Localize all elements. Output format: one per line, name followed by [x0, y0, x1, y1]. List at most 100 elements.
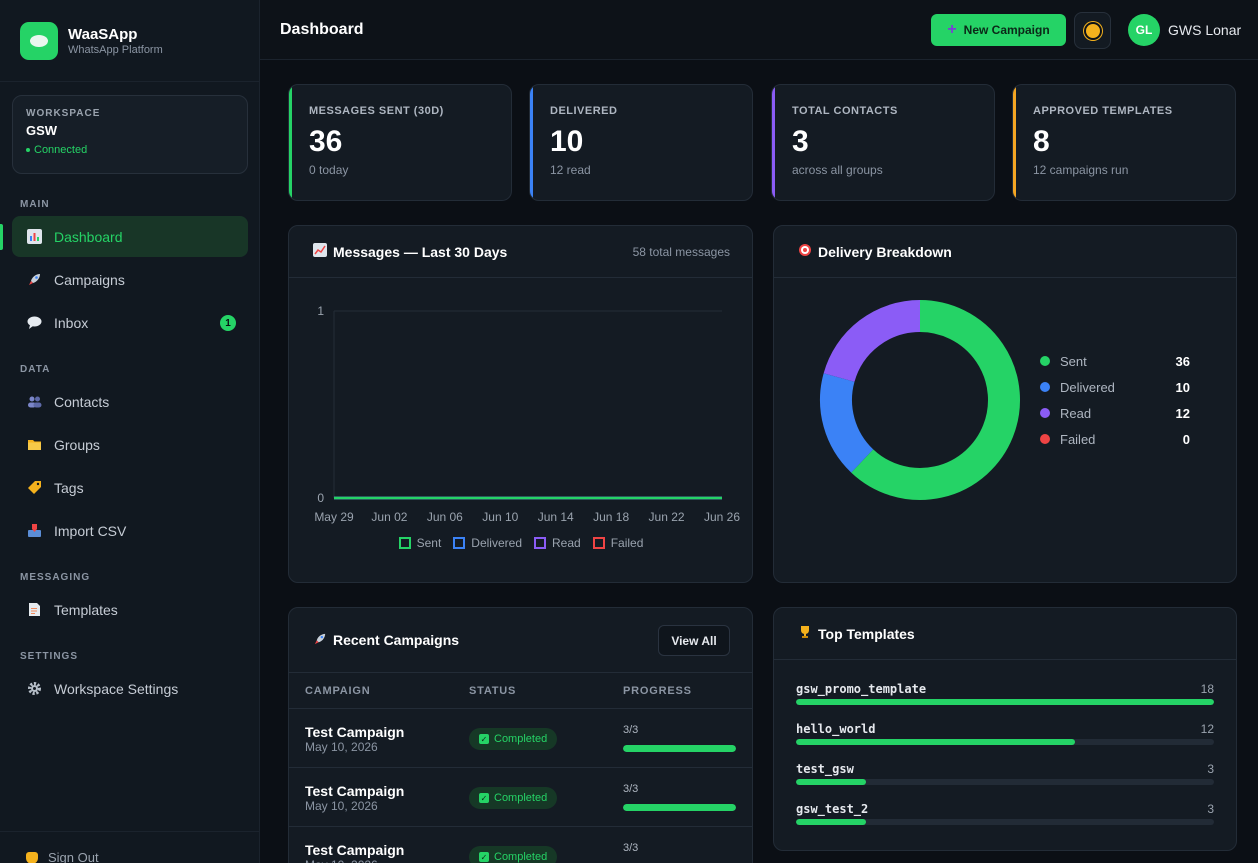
template-count: 18: [1200, 682, 1214, 696]
workspace-card[interactable]: WORKSPACE GSW Connected: [12, 95, 248, 174]
top-templates-panel: Top Templates gsw_promo_template 18 hello_…: [773, 607, 1237, 851]
workspace-name: GSW: [26, 123, 58, 138]
workspace-status-text: Connected: [34, 144, 88, 156]
campaign-date: May 10, 2026: [305, 799, 378, 813]
active-indicator: [0, 224, 3, 250]
stat-sub: 0 today: [309, 163, 349, 177]
legend-value: 0: [1182, 431, 1190, 447]
sidebar-item-groups[interactable]: Groups: [12, 424, 248, 465]
legend-item-read[interactable]: Read: [534, 536, 581, 550]
legend-value: 10: [1175, 379, 1190, 395]
donut-slice-sent[interactable]: [851, 300, 1020, 500]
legend-label: Delivered: [1060, 379, 1115, 395]
sidebar-item-import-csv[interactable]: Import CSV: [12, 510, 248, 551]
chart-legend: Sent Delivered Read Failed: [289, 536, 752, 550]
new-campaign-label: New Campaign: [963, 23, 1050, 37]
status-label: Completed: [494, 792, 548, 804]
messages-line-chart: 1 0 May 29 Jun 02 Jun 06 Jun 10 Jun 14 Jun 18 Ju…: [314, 304, 740, 524]
messages-chart-panel: Messages — Last 30 Days 58 total message…: [288, 225, 753, 583]
template-name: gsw_promo_template: [796, 682, 927, 696]
legend-dot: [1040, 382, 1050, 392]
legend-swatch: [534, 537, 546, 549]
usage-bar: [796, 819, 1214, 825]
y-tick-label: 0: [317, 491, 324, 505]
column-header[interactable]: CAMPAIGN: [305, 685, 371, 697]
legend-item-delivered: Delivered 10: [1040, 374, 1190, 400]
view-all-button[interactable]: View All: [658, 625, 730, 656]
sidebar-item-tags[interactable]: Tags: [12, 467, 248, 508]
status-badge: ✓ Completed: [469, 787, 558, 809]
nav-section-messaging: MESSAGING: [20, 572, 91, 583]
legend-item-read: Read 12: [1040, 400, 1190, 426]
list-item[interactable]: hello_world 12: [796, 722, 1214, 762]
brand[interactable]: WaaSApp WhatsApp Platform: [0, 0, 259, 82]
legend-item-delivered[interactable]: Delivered: [453, 536, 522, 550]
campaigns-table-header: CAMPAIGN STATUS PROGRESS: [289, 672, 752, 709]
sidebar-item-templates[interactable]: Templates: [12, 589, 248, 630]
sidebar-item-campaigns[interactable]: Campaigns: [12, 259, 248, 300]
brand-subtitle: WhatsApp Platform: [68, 43, 163, 56]
panel-header: Recent Campaigns View All: [289, 608, 752, 672]
sun-icon: [1085, 23, 1100, 38]
x-tick-label: Jun 14: [538, 510, 574, 524]
list-item[interactable]: gsw_test_2 3: [796, 802, 1214, 842]
legend-value: 12: [1175, 405, 1190, 421]
sidebar-item-contacts[interactable]: Contacts: [12, 381, 248, 422]
gear-icon: [26, 681, 42, 697]
progress-text: 3/3: [623, 724, 639, 736]
avatar[interactable]: GL: [1128, 14, 1160, 46]
check-icon: ✓: [479, 734, 489, 744]
panel-header: Messages — Last 30 Days 58 total message…: [289, 226, 752, 278]
usage-fill: [796, 739, 1075, 745]
people-icon: [26, 394, 42, 410]
sign-out-button[interactable]: Sign Out: [26, 850, 99, 863]
plus-icon: +: [947, 21, 957, 38]
legend-label: Failed: [610, 536, 644, 550]
new-campaign-button[interactable]: + New Campaign: [931, 14, 1066, 46]
usage-fill: [796, 779, 866, 785]
template-name: gsw_test_2: [796, 802, 869, 816]
legend-item-failed[interactable]: Failed: [592, 536, 644, 550]
legend-label: Read: [1060, 405, 1092, 421]
donut-slice-read[interactable]: [823, 300, 921, 383]
legend-item-failed: Failed 0: [1040, 426, 1190, 452]
column-header[interactable]: PROGRESS: [623, 685, 692, 697]
sidebar-item-workspace-settings[interactable]: Workspace Settings: [12, 668, 248, 709]
speech-bubble-icon: [26, 315, 42, 331]
usage-fill: [796, 699, 1214, 705]
panel-title: Top Templates: [798, 625, 915, 642]
sidebar-item-label: Contacts: [54, 393, 110, 410]
panel-title: Recent Campaigns: [313, 632, 459, 649]
column-header[interactable]: STATUS: [469, 685, 517, 697]
campaign-date: May 10, 2026: [305, 858, 378, 863]
progress-bar: [623, 804, 736, 811]
donut-slice-delivered[interactable]: [820, 373, 874, 473]
status-badge: ✓ Completed: [469, 728, 558, 750]
target-icon: [798, 243, 812, 260]
list-item[interactable]: gsw_promo_template 18: [796, 682, 1214, 722]
progress-bar: [623, 745, 736, 752]
stat-value: 36: [309, 125, 343, 158]
workspace-label: WORKSPACE: [26, 108, 101, 119]
status-label: Completed: [494, 851, 548, 863]
user-name[interactable]: GWS Lonar: [1168, 22, 1242, 38]
sidebar-item-label: Groups: [54, 436, 100, 453]
sign-out-label: Sign Out: [48, 850, 99, 863]
theme-toggle-button[interactable]: [1074, 12, 1111, 49]
panel-title: Messages — Last 30 Days: [313, 243, 507, 260]
legend-item-sent[interactable]: Sent: [398, 536, 441, 550]
inbox-tray-icon: [26, 523, 42, 539]
list-item[interactable]: test_gsw 3: [796, 762, 1214, 802]
rocket-icon: [313, 632, 327, 649]
sidebar-item-dashboard[interactable]: Dashboard: [12, 216, 248, 257]
stat-label: DELIVERED: [550, 105, 618, 117]
template-name: test_gsw: [796, 762, 854, 776]
sidebar-item-inbox[interactable]: Inbox 1: [12, 302, 248, 343]
legend-value: 36: [1175, 353, 1190, 369]
stat-sub: across all groups: [792, 163, 883, 177]
legend-swatch: [592, 537, 605, 549]
tag-icon: [26, 480, 42, 496]
